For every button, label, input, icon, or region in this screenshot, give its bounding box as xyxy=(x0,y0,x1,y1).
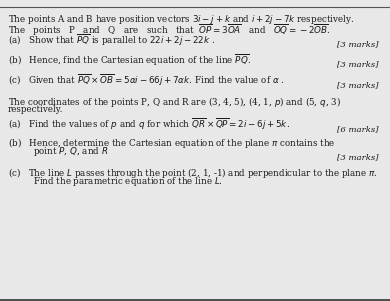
Text: [3 marks]: [3 marks] xyxy=(337,61,378,69)
Text: [6 marks]: [6 marks] xyxy=(337,125,378,133)
Text: The   points   P   and   Q   are   such   that  $\overline{OP}=3\overline{OA}$  : The points P and Q are such that $\overl… xyxy=(8,23,331,38)
Text: [3 marks]: [3 marks] xyxy=(337,153,378,161)
Text: respectively.: respectively. xyxy=(8,105,63,114)
Text: point $P$, $Q$, and $R$: point $P$, $Q$, and $R$ xyxy=(33,145,108,158)
Text: (a)   Show that $\overline{PQ}$ is parallel to $22i+2j-22k$ .: (a) Show that $\overline{PQ}$ is paralle… xyxy=(8,33,215,48)
Text: (b)   Hence, find the Cartesian equation of the line $\overline{PQ}$.: (b) Hence, find the Cartesian equation o… xyxy=(8,53,251,68)
Text: (b)   Hence, determine the Cartesian equation of the plane $\pi$ contains the: (b) Hence, determine the Cartesian equat… xyxy=(8,136,335,150)
Text: [3 marks]: [3 marks] xyxy=(337,41,378,49)
Text: The points A and B have position vectors $3i-j+k$ and $i+2j-7k$ respectively.: The points A and B have position vectors… xyxy=(8,13,354,26)
Text: (a)   Find the values of $p$ and $q$ for which $\overline{QR}\times\overline{QP}: (a) Find the values of $p$ and $q$ for w… xyxy=(8,117,290,132)
Text: (c)   Given that $\overline{PQ}\times\overline{OB}=5\alpha i-66j+7\alpha k$. Fin: (c) Given that $\overline{PQ}\times\over… xyxy=(8,73,285,88)
Text: (c)   The line $L$ passes through the point (2, 1, -1) and perpendicular to the : (c) The line $L$ passes through the poin… xyxy=(8,166,378,180)
Text: The coordinates of the points P, Q and R are (3, 4, 5), (4, 1, $p$) and (5, $q$,: The coordinates of the points P, Q and R… xyxy=(8,95,341,110)
Text: [3 marks]: [3 marks] xyxy=(337,81,378,89)
Text: Find the parametric equation of the line $L$.: Find the parametric equation of the line… xyxy=(33,175,223,188)
